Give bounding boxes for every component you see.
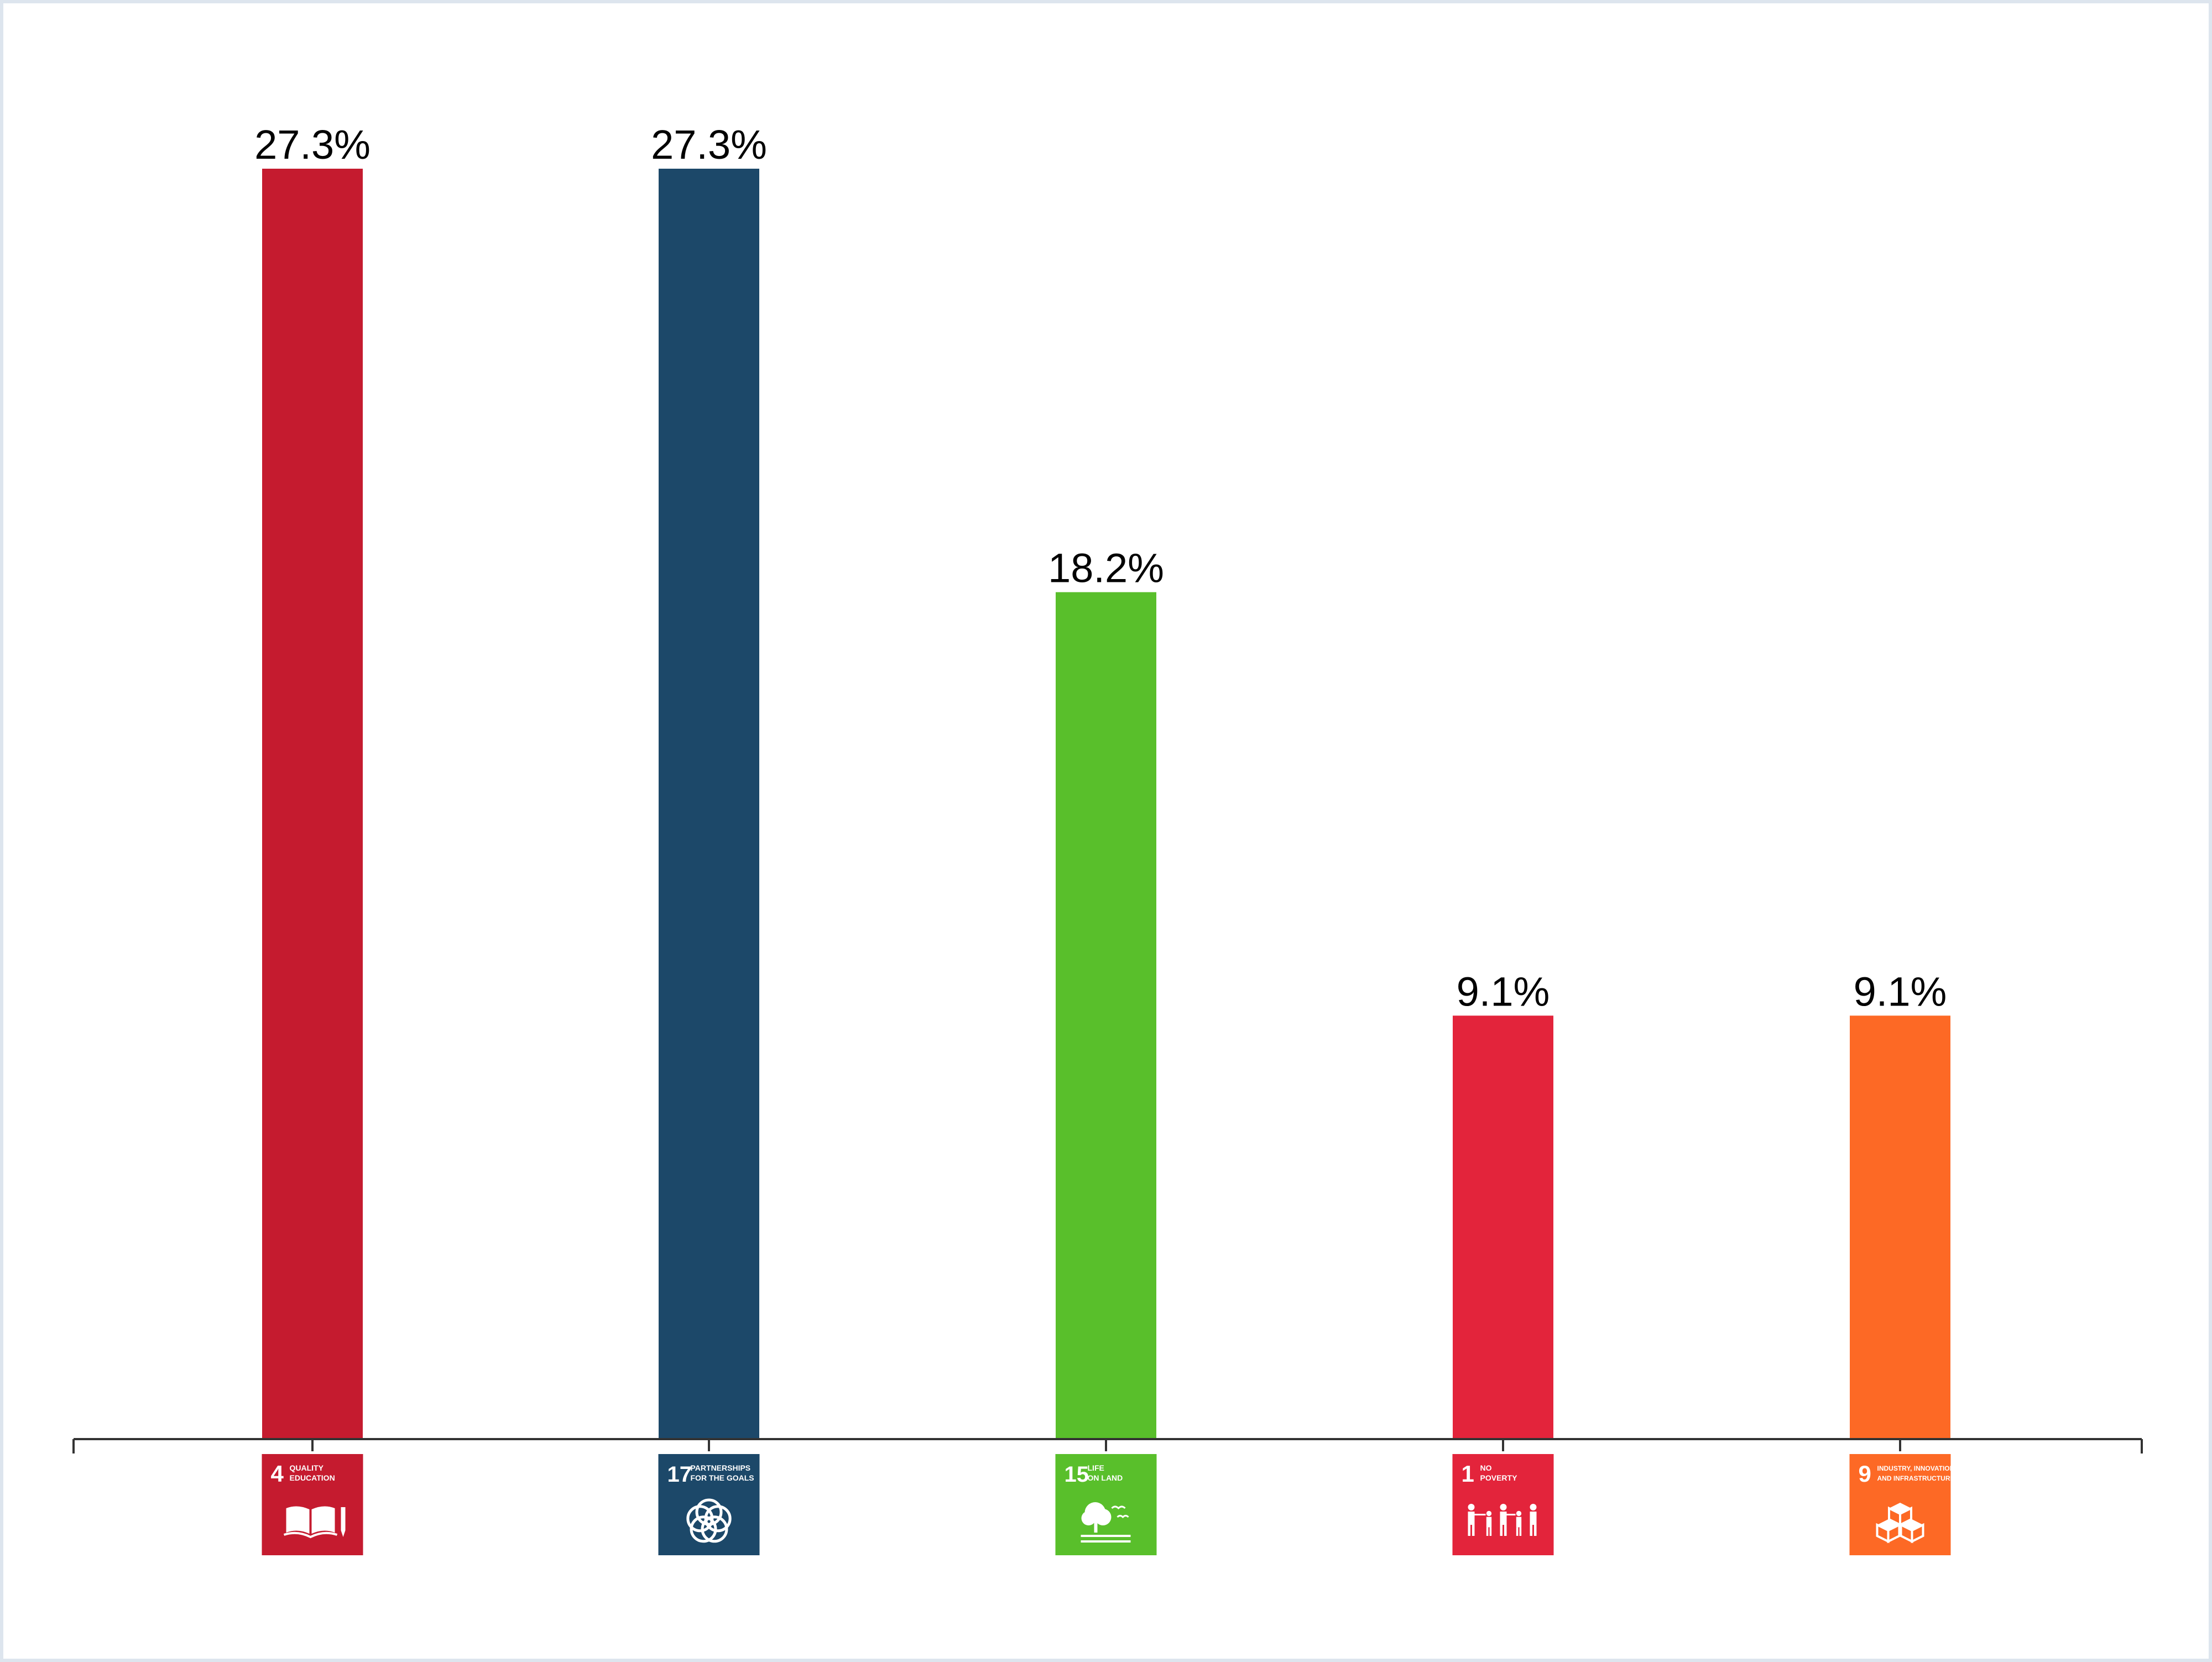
sdg-goal-number: 9: [1859, 1461, 1871, 1487]
sdg-goal-title-line2: POVERTY: [1480, 1473, 1518, 1482]
sdg-goal-title-line2: EDUCATION: [290, 1473, 335, 1482]
data-label-sdg-15: 18.2%: [1048, 545, 1164, 591]
sdg-goal-title-line1: NO: [1480, 1463, 1492, 1472]
sdg-goal-title-line1: INDUSTRY, INNOVATION: [1877, 1465, 1955, 1472]
bar-sdg-17: [659, 169, 759, 1439]
sdg-goal-number: 1: [1462, 1461, 1474, 1487]
sdg-goal-title-line2: AND INFRASTRUCTURE: [1877, 1475, 1955, 1482]
sdg-goal-title-line1: LIFE: [1088, 1463, 1104, 1472]
sdg-goal-title-line2: ON LAND: [1088, 1473, 1123, 1482]
flower-rings-icon: [686, 1498, 732, 1543]
sdg-goal-title-line1: PARTNERSHIPS: [691, 1463, 751, 1472]
sdg-badge-background: [658, 1454, 760, 1555]
data-label-sdg-1: 9.1%: [1457, 968, 1550, 1014]
family-icon: [1468, 1504, 1537, 1536]
sdg-goal-title-line1: QUALITY: [290, 1463, 324, 1472]
data-label-sdg-17: 27.3%: [651, 122, 767, 168]
sdg-badge-9: 9 INDUSTRY, INNOVATION AND INFRASTRUCTURE: [1849, 1454, 1955, 1555]
bar-sdg-4: [262, 169, 363, 1439]
data-label-sdg-4: 27.3%: [254, 122, 371, 168]
sdg-goal-title-line2: FOR THE GOALS: [691, 1473, 754, 1482]
book-pencil-icon: [283, 1506, 346, 1539]
bar-sdg-9: [1850, 1015, 1950, 1439]
data-label-sdg-9: 9.1%: [1854, 968, 1947, 1014]
tree-birds-icon: [1081, 1502, 1131, 1543]
sdg-badge-background: [262, 1454, 363, 1555]
sdg-goal-number: 17: [667, 1462, 692, 1487]
sdg-goal-number: 15: [1065, 1462, 1089, 1487]
bar-sdg-1: [1453, 1015, 1553, 1439]
sdg-badge-background: [1055, 1454, 1157, 1555]
cubes-icon: [1876, 1503, 1924, 1544]
sdg-goal-number: 4: [271, 1461, 284, 1487]
bar-sdg-15: [1056, 592, 1156, 1439]
